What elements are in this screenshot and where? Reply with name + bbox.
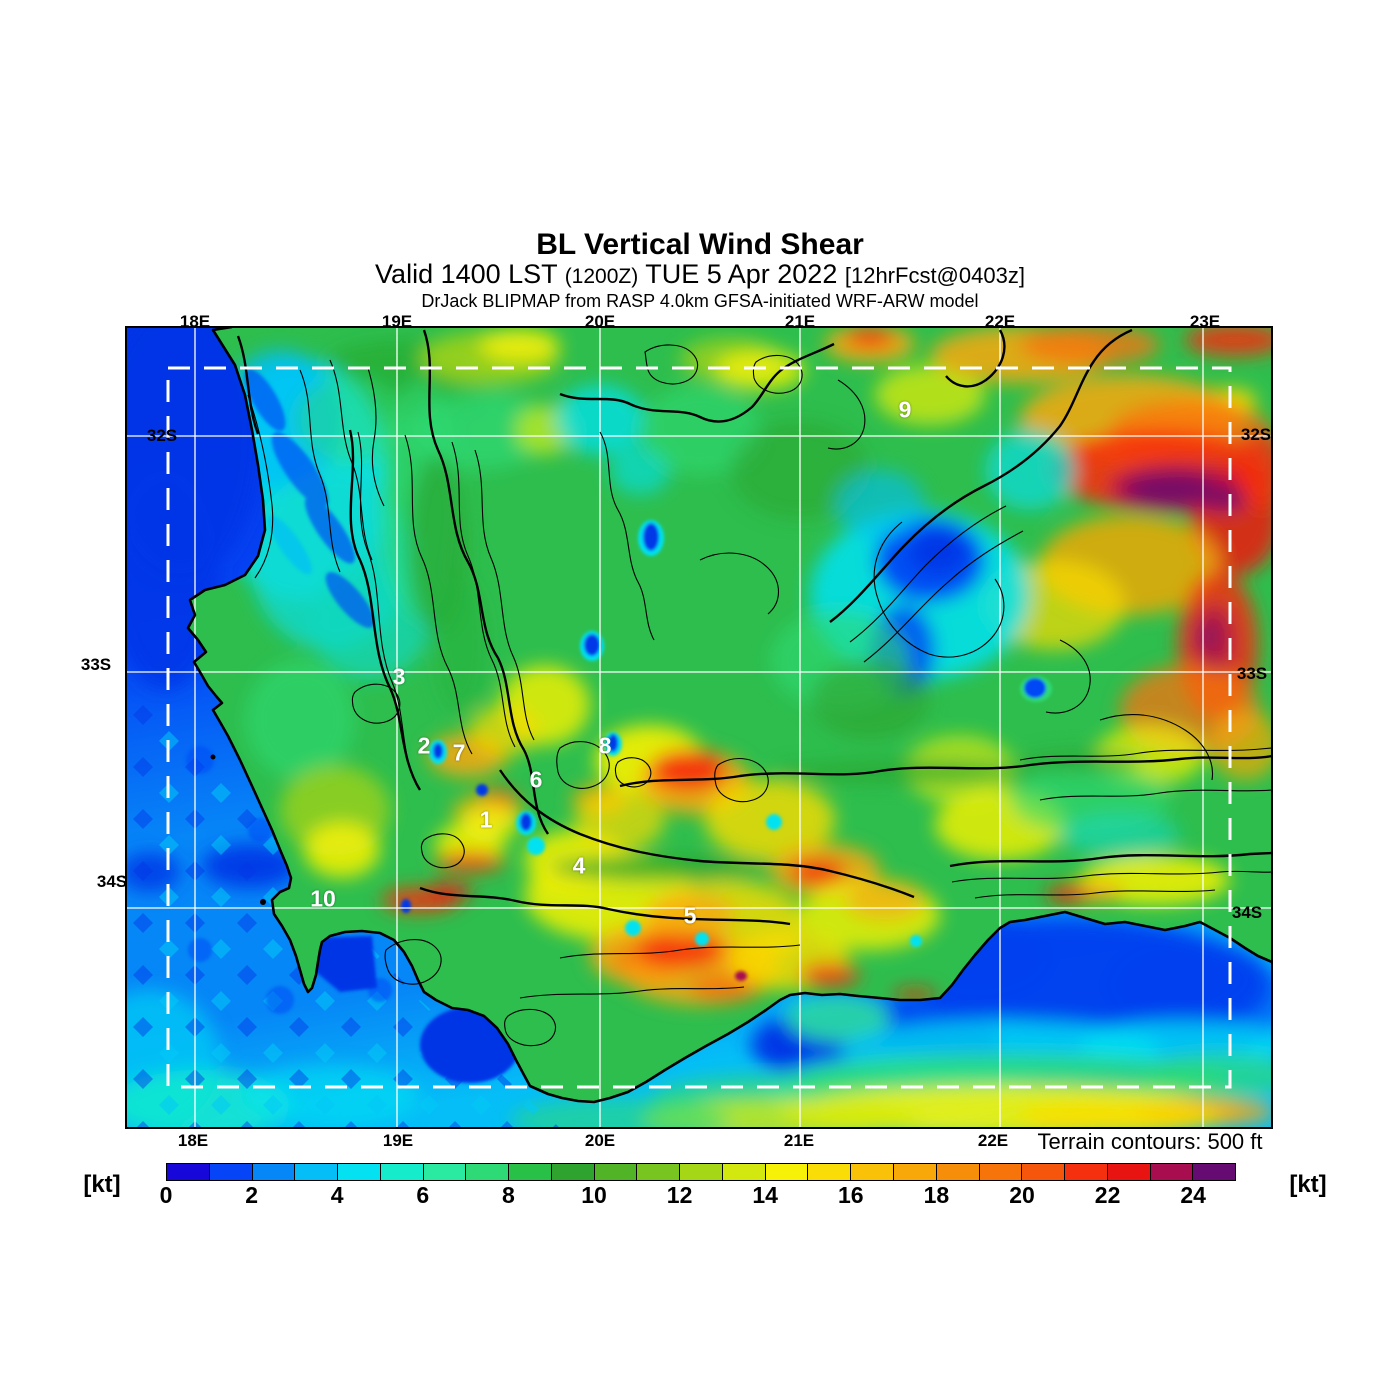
colorbar-tick: 8: [501, 1182, 515, 1208]
lon-label-top: 22E: [984, 312, 1016, 331]
valid-time-line: Valid 1400 LST (1200Z) TUE 5 Apr 2022 [1…: [0, 260, 1400, 291]
island-dot: [210, 754, 216, 760]
lon-label-top: 23E: [1189, 312, 1221, 331]
lon-label-bottom: 20E: [584, 1131, 616, 1150]
coastline: [186, 327, 1272, 1104]
colorbar-segment: [1150, 1164, 1194, 1180]
site-label-2: 2: [417, 732, 431, 759]
map-frame: [125, 326, 1273, 1129]
lon-label-bottom: 22E: [977, 1131, 1009, 1150]
colorbar-tick: 22: [1094, 1182, 1121, 1208]
colorbar-segment: [637, 1164, 681, 1180]
lon-label-bottom: 21E: [783, 1131, 815, 1150]
colorbar-ticks: 0 2 4 6 8 10 12 14 16 18 20 22 24: [160, 1182, 1236, 1208]
page-title: BL Vertical Wind Shear: [536, 228, 864, 261]
graticule: [126, 327, 1272, 1128]
lat-label-left: 32S: [146, 426, 178, 445]
valid-date: TUE 5 Apr 2022: [638, 259, 845, 289]
colorbar-tick: 6: [416, 1182, 430, 1208]
site-label-4: 4: [572, 852, 586, 879]
lon-label-top: 18E: [179, 312, 211, 331]
terrain-contours-major: [236, 328, 1272, 926]
lat-label-left: 33S: [80, 655, 112, 674]
colorbar: [166, 1163, 1236, 1181]
colorbar-segment: [1107, 1164, 1151, 1180]
site-label-1: 1: [479, 806, 493, 833]
colorbar-segment: [466, 1164, 510, 1180]
colorbar-segment: [722, 1164, 766, 1180]
colorbar-segment: [295, 1164, 339, 1180]
colorbar-tick: 14: [752, 1182, 778, 1208]
colorbar-tick: 10: [581, 1182, 607, 1208]
colorbar-segment: [1193, 1164, 1236, 1180]
site-label-10: 10: [310, 885, 336, 912]
colorbar-segment: [765, 1164, 809, 1180]
zulu-time: (1200Z): [564, 265, 639, 288]
colorbar-segment: [423, 1164, 467, 1180]
site-label-6: 6: [529, 766, 543, 793]
colorbar-tick: 4: [330, 1182, 344, 1208]
small-spots: [401, 520, 1052, 981]
colorbar-segment: [680, 1164, 723, 1180]
colorbar-unit-left: [kt]: [83, 1171, 121, 1198]
colorbar-segment: [209, 1164, 253, 1180]
colorbar-segment: [509, 1164, 552, 1180]
lon-label-top: 19E: [381, 312, 413, 331]
colorbar-segment: [252, 1164, 296, 1180]
colorbar-tick: 12: [666, 1182, 693, 1208]
site-label-9: 9: [898, 396, 912, 423]
colorbar-segment: [338, 1164, 381, 1180]
colorbar-segment: [979, 1164, 1023, 1180]
colorbar-segment: [1065, 1164, 1108, 1180]
site-label-8: 8: [598, 732, 612, 759]
lon-label-bottom: 18E: [177, 1131, 209, 1150]
colorbar-unit-right: [kt]: [1289, 1171, 1327, 1198]
colorbar-segment: [851, 1164, 895, 1180]
lon-label-top: 20E: [584, 312, 616, 331]
site-label-7: 7: [452, 739, 466, 766]
title-block: BL Vertical Wind Shear Valid 1400 LST (1…: [0, 230, 1400, 312]
colorbar-tick: 18: [923, 1182, 950, 1208]
forecast-init: [12hrFcst@0403z]: [844, 263, 1025, 288]
lat-label-left: 34S: [96, 872, 128, 891]
lat-label-right: 34S: [1231, 903, 1263, 922]
lon-label-top: 21E: [784, 312, 816, 331]
colorbar-segment: [936, 1164, 980, 1180]
model-attribution: DrJack BLIPMAP from RASP 4.0km GFSA-init…: [421, 291, 979, 311]
colorbar-tick: 16: [838, 1182, 864, 1208]
terrain-contours: [247, 344, 1272, 1047]
colorbar-segment: [380, 1164, 424, 1180]
colorbar-segment: [1022, 1164, 1066, 1180]
colorbar-segment: [551, 1164, 595, 1180]
terrain-contours-note: Terrain contours: 500 ft: [1037, 1129, 1263, 1154]
colorbar-tick: 20: [1009, 1182, 1035, 1208]
colorbar-tick: 24: [1180, 1182, 1206, 1208]
inner-dashed-frame: [166, 366, 1232, 1089]
lat-label-right: 33S: [1236, 664, 1268, 683]
lon-label-bottom: 19E: [382, 1131, 414, 1150]
site-label-5: 5: [683, 902, 697, 929]
colorbar-tick: 2: [245, 1182, 258, 1208]
island-dot: [260, 899, 266, 905]
colorbar-segment: [167, 1164, 210, 1180]
colorbar-segment: [894, 1164, 937, 1180]
lat-label-right: 32S: [1240, 425, 1272, 444]
colorbar-segment: [594, 1164, 638, 1180]
colorbar-tick: 0: [159, 1182, 173, 1208]
valid-time: Valid 1400 LST: [375, 259, 565, 289]
site-label-3: 3: [392, 663, 406, 690]
ocean-wave-texture: [126, 660, 560, 1128]
colorbar-segment: [808, 1164, 852, 1180]
